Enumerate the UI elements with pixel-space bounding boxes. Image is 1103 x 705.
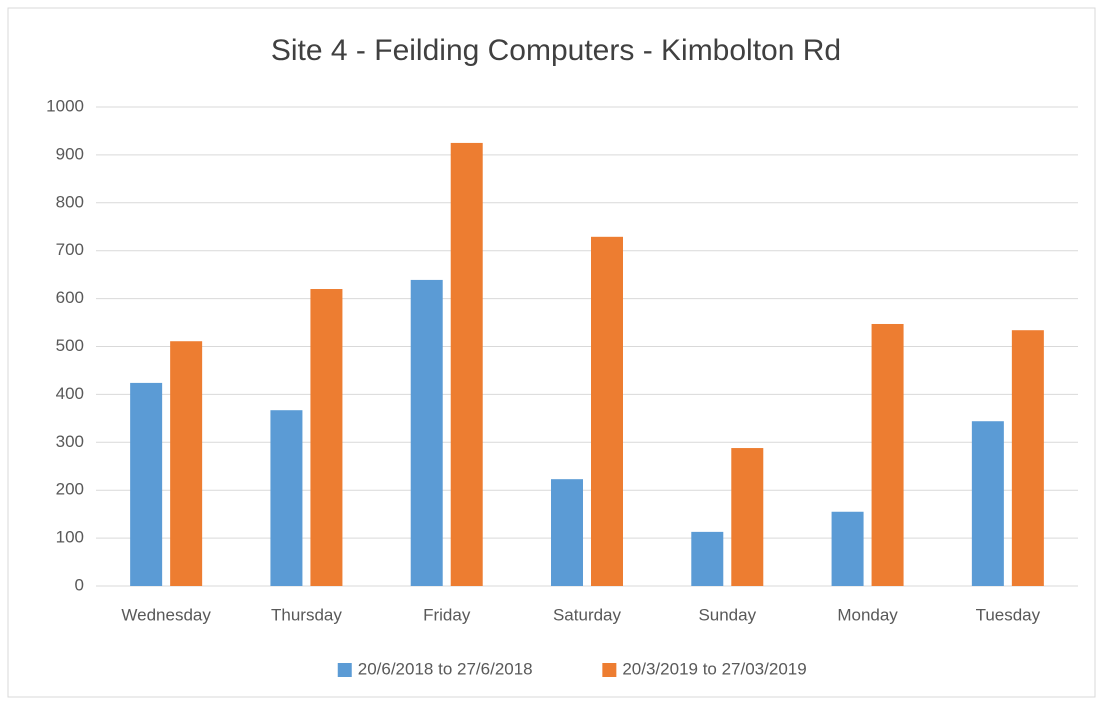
y-tick-label: 400 (56, 384, 84, 403)
y-tick-label: 700 (56, 240, 84, 259)
bar (1011, 330, 1044, 586)
y-tick-label: 600 (56, 288, 84, 307)
x-tick-label: Saturday (553, 605, 622, 624)
bar (170, 341, 203, 586)
bar (130, 382, 163, 586)
legend-label: 20/6/2018 to 27/6/2018 (358, 659, 533, 678)
y-tick-label: 500 (56, 336, 84, 355)
x-tick-label: Tuesday (976, 605, 1041, 624)
y-tick-label: 1000 (46, 96, 84, 115)
y-tick-label: 900 (56, 144, 84, 163)
y-tick-label: 0 (75, 575, 84, 594)
x-tick-label: Monday (837, 605, 898, 624)
legend-label: 20/3/2019 to 27/03/2019 (622, 659, 806, 678)
bar (831, 511, 864, 586)
legend-swatch (337, 663, 352, 677)
y-tick-label: 100 (56, 528, 84, 547)
bar (731, 448, 764, 586)
bar (971, 421, 1004, 586)
x-tick-label: Friday (423, 605, 471, 624)
bar (270, 410, 303, 586)
bar (310, 289, 343, 586)
x-tick-label: Thursday (271, 605, 342, 624)
y-tick-label: 300 (56, 432, 84, 451)
bar (551, 479, 583, 586)
legend-swatch (602, 663, 617, 677)
bar (450, 142, 483, 587)
y-tick-label: 800 (56, 192, 84, 211)
bar (871, 323, 904, 586)
x-tick-label: Wednesday (121, 605, 211, 624)
y-tick-label: 200 (56, 480, 84, 499)
bar (410, 279, 443, 586)
bar (591, 236, 623, 586)
x-tick-label: Sunday (698, 605, 756, 624)
chart-title: Site 4 - Feilding Computers - Kimbolton … (271, 34, 841, 67)
bar (691, 531, 724, 586)
